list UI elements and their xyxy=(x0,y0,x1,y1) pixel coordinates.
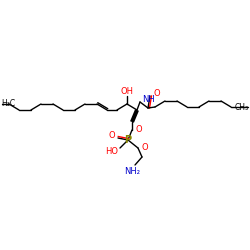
Text: OH: OH xyxy=(120,88,134,96)
Text: NH₂: NH₂ xyxy=(124,168,140,176)
Text: O: O xyxy=(135,126,141,134)
Text: O: O xyxy=(141,144,148,152)
Text: CH₃: CH₃ xyxy=(235,102,249,112)
Text: NH: NH xyxy=(142,94,155,104)
Text: O: O xyxy=(108,130,115,140)
Text: HO: HO xyxy=(105,146,118,156)
Text: P: P xyxy=(124,135,132,145)
Text: H₃C: H₃C xyxy=(1,100,15,108)
Text: O: O xyxy=(153,90,160,98)
